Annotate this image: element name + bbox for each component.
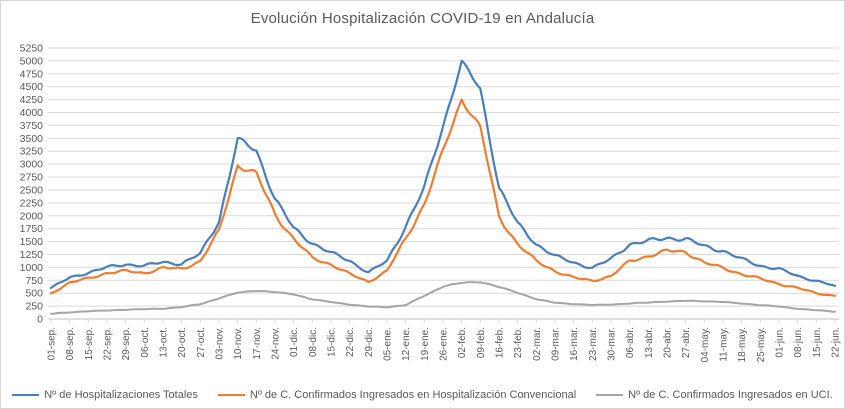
x-tick-label: 15-jun.	[812, 327, 823, 358]
y-tick-label: 1750	[20, 223, 44, 235]
x-tick-label: 15-dic.	[327, 327, 338, 357]
x-tick-label: 22-dic.	[345, 327, 356, 357]
x-tick-label: 16-mar.	[569, 327, 580, 361]
x-tick-label: 27-oct.	[196, 327, 207, 358]
x-tick-label: 02-mar.	[532, 327, 543, 361]
y-tick-label: 3750	[20, 120, 44, 132]
x-tick-label: 16-feb.	[495, 327, 506, 358]
y-tick-label: 250	[25, 301, 43, 313]
series-line-2	[50, 281, 836, 315]
x-tick-label: 04-may.	[700, 327, 711, 362]
series-line-0	[49, 59, 837, 290]
x-tick-label: 08-dic.	[308, 327, 319, 357]
y-tick-label: 1250	[20, 249, 44, 261]
x-tick-label: 03-nov.	[215, 327, 226, 360]
legend-item-hospitalizacion-convencional: Nº de C. Confirmados Ingresados en Hospi…	[217, 389, 577, 401]
y-tick-label: 2000	[20, 210, 44, 222]
x-tick-label: 13-abr.	[644, 327, 655, 358]
y-tick-label: 2250	[20, 197, 44, 209]
legend-line-swatch-totales	[12, 394, 40, 396]
series-line-1	[49, 98, 837, 297]
y-tick-label: 500	[25, 288, 43, 300]
x-tick-label: 10-nov.	[233, 327, 244, 360]
x-tick-label: 01-sep.	[47, 327, 58, 360]
legend: Nº de Hospitalizaciones Totales Nº de C.…	[1, 389, 844, 401]
x-tick-label: 22-sep.	[103, 327, 114, 360]
legend-label-convencional: Nº de C. Confirmados Ingresados en Hospi…	[249, 389, 577, 401]
y-tick-label: 1500	[20, 236, 44, 248]
x-tick-label: 19-ene.	[420, 327, 431, 361]
x-tick-label: 05-ene.	[383, 327, 394, 361]
y-tick-label: 4500	[20, 81, 44, 93]
x-tick-label: 15-sep.	[84, 327, 95, 360]
y-tick-label: 1000	[20, 262, 44, 274]
x-tick-label: 09-feb.	[476, 327, 487, 358]
x-tick-label: 18-may.	[737, 327, 748, 362]
y-tick-label: 3000	[20, 159, 44, 171]
x-tick-label: 24-nov.	[271, 327, 282, 360]
x-tick-label: 08-jun.	[793, 327, 804, 358]
y-tick-label: 3250	[20, 146, 44, 158]
x-tick-label: 12-ene.	[401, 327, 412, 361]
x-tick-label: 09-mar.	[551, 327, 562, 361]
y-tick-label: 5000	[20, 55, 44, 67]
y-tick-label: 2500	[20, 184, 44, 196]
x-tick-label: 20-oct.	[177, 327, 188, 358]
legend-line-swatch-uci	[596, 394, 624, 396]
x-tick-label: 01-jun.	[775, 327, 786, 358]
x-tick-label: 11-may.	[719, 327, 730, 362]
x-tick-label: 13-oct.	[159, 327, 170, 358]
x-tick-label: 08-sep.	[65, 327, 76, 360]
y-tick-label: 4000	[20, 107, 44, 119]
legend-label-totales: Nº de Hospitalizaciones Totales	[44, 389, 198, 401]
x-tick-label: 29-sep.	[121, 327, 132, 360]
x-tick-label: 06-abr.	[625, 327, 636, 358]
legend-item-uci: Nº de C. Confirmados Ingresados en UCI.	[596, 389, 833, 401]
x-tick-label: 01-dic.	[289, 327, 300, 357]
y-tick-label: 3500	[20, 133, 44, 145]
x-tick-label: 06-oct.	[140, 327, 151, 358]
y-tick-label: 2750	[20, 172, 44, 184]
x-tick-label: 23-mar.	[588, 327, 599, 361]
x-tick-label: 30-mar.	[607, 327, 618, 361]
x-tick-label: 23-feb.	[513, 327, 524, 358]
x-tick-label: 25-may.	[756, 327, 767, 362]
y-tick-label: 4750	[20, 68, 44, 80]
x-tick-label: 22-jun.	[831, 327, 842, 358]
y-tick-label: 750	[25, 275, 43, 287]
y-tick-label: 5250	[20, 43, 44, 55]
x-tick-label: 27-abr.	[681, 327, 692, 358]
legend-label-uci: Nº de C. Confirmados Ingresados en UCI.	[628, 389, 833, 401]
y-tick-label: 0	[37, 314, 43, 326]
chart-title: Evolución Hospitalización COVID-19 en An…	[250, 10, 595, 27]
x-tick-label: 26-ene.	[439, 327, 450, 361]
legend-item-hospitalizaciones-totales: Nº de Hospitalizaciones Totales	[12, 389, 198, 401]
x-tick-label: 17-nov.	[252, 327, 263, 360]
x-tick-label: 29-dic.	[364, 327, 375, 357]
y-tick-label: 4250	[20, 94, 44, 106]
x-tick-label: 20-abr.	[663, 327, 674, 358]
x-tick-label: 02-feb.	[457, 327, 468, 358]
legend-line-swatch-convencional	[217, 394, 245, 396]
